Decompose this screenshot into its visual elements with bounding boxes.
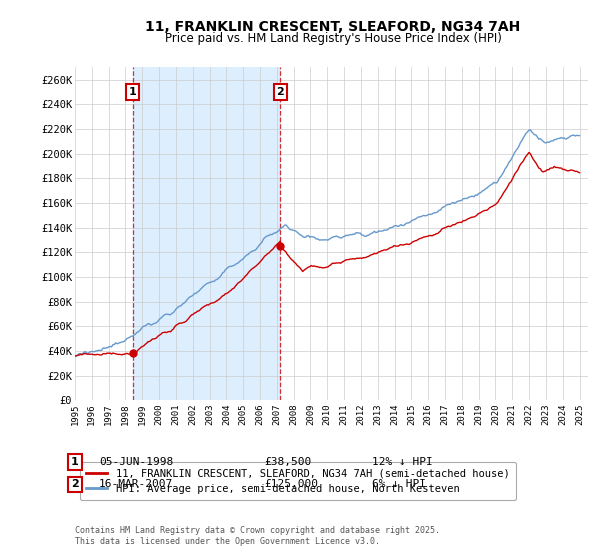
Legend: 11, FRANKLIN CRESCENT, SLEAFORD, NG34 7AH (semi-detached house), HPI: Average pr: 11, FRANKLIN CRESCENT, SLEAFORD, NG34 7A… xyxy=(80,462,515,500)
Text: 1: 1 xyxy=(71,457,79,467)
Text: 16-MAR-2007: 16-MAR-2007 xyxy=(99,479,173,489)
Text: £38,500: £38,500 xyxy=(264,457,311,467)
Text: 1: 1 xyxy=(129,87,137,97)
Text: 2: 2 xyxy=(277,87,284,97)
Text: 11, FRANKLIN CRESCENT, SLEAFORD, NG34 7AH: 11, FRANKLIN CRESCENT, SLEAFORD, NG34 7A… xyxy=(145,20,521,34)
Text: 12% ↓ HPI: 12% ↓ HPI xyxy=(372,457,433,467)
Text: 2: 2 xyxy=(71,479,79,489)
Text: £125,000: £125,000 xyxy=(264,479,318,489)
Text: 05-JUN-1998: 05-JUN-1998 xyxy=(99,457,173,467)
Text: Price paid vs. HM Land Registry's House Price Index (HPI): Price paid vs. HM Land Registry's House … xyxy=(164,32,502,45)
Text: Contains HM Land Registry data © Crown copyright and database right 2025.
This d: Contains HM Land Registry data © Crown c… xyxy=(75,526,440,546)
Text: 6% ↓ HPI: 6% ↓ HPI xyxy=(372,479,426,489)
Bar xyxy=(133,67,280,400)
